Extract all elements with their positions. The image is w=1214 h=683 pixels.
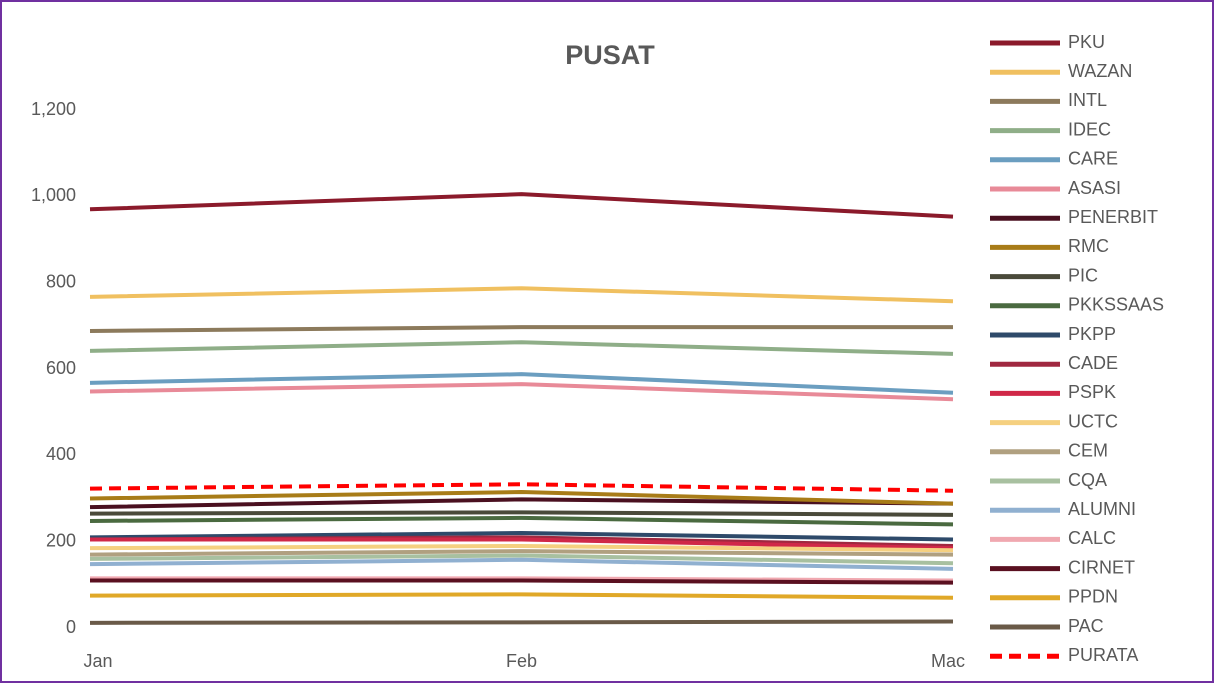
x-tick-label: Feb (506, 651, 537, 671)
series-line (89, 549, 954, 557)
series-line (89, 482, 954, 493)
legend-label: CALC (1068, 528, 1116, 548)
legend-label: PIC (1068, 265, 1098, 285)
legend-label: INTL (1068, 90, 1107, 110)
legend-label: RMC (1068, 236, 1109, 256)
legend-label: PKU (1068, 32, 1105, 52)
series-line (89, 286, 954, 304)
legend-label: ALUMNI (1068, 499, 1136, 519)
series-line (89, 325, 953, 334)
series-line (89, 192, 954, 219)
series-line (89, 340, 954, 356)
y-tick-label: 400 (46, 444, 76, 464)
legend-label: CADE (1068, 353, 1118, 373)
series-line (89, 372, 954, 395)
y-tick-label: 800 (46, 271, 76, 291)
legend-label: IDEC (1068, 119, 1111, 139)
legend-label: CIRNET (1068, 557, 1135, 577)
series-line (90, 537, 954, 551)
series-line (89, 515, 954, 527)
series-line (89, 619, 954, 625)
y-tick-label: 1,000 (31, 185, 76, 205)
chart-title: PUSAT (565, 40, 655, 70)
series-line (89, 543, 954, 553)
x-tick-label: Jan (83, 651, 112, 671)
legend-label: PSPK (1068, 382, 1116, 402)
x-tick-label: Mac (931, 651, 965, 671)
legend-label: PENERBIT (1068, 207, 1158, 227)
series-line (90, 576, 954, 583)
series-line (89, 510, 954, 517)
legend-label: CEM (1068, 441, 1108, 461)
series-line (89, 557, 954, 571)
y-tick-label: 200 (46, 530, 76, 550)
y-tick-label: 600 (46, 358, 76, 378)
legend-label: WAZAN (1068, 61, 1132, 81)
legend-label: PPDN (1068, 587, 1118, 607)
legend-label: CQA (1068, 470, 1107, 490)
series-line (89, 490, 954, 506)
legend-label: PKPP (1068, 324, 1116, 344)
legend-label: ASASI (1068, 178, 1121, 198)
y-tick-label: 1,200 (31, 99, 76, 119)
series-line (89, 592, 954, 600)
series-line (90, 578, 954, 585)
series-line (89, 531, 954, 542)
legend-label: CARE (1068, 149, 1118, 169)
series-line (89, 553, 954, 566)
legend-label: UCTC (1068, 411, 1118, 431)
series-line (89, 382, 954, 402)
series-line (89, 497, 954, 510)
legend-label: PKKSSAAS (1068, 295, 1164, 315)
legend-label: PAC (1068, 616, 1104, 636)
legend-label: PURATA (1068, 645, 1138, 665)
y-tick-label: 0 (66, 617, 76, 637)
